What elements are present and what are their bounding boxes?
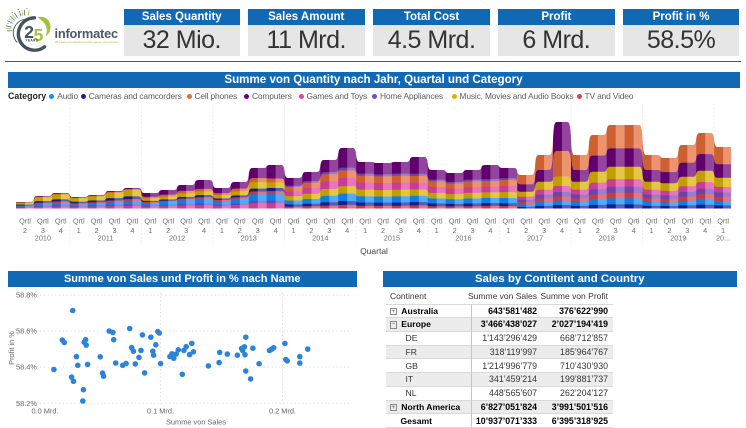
svg-text:0.1 Mrd.: 0.1 Mrd. [147,407,174,416]
svg-text:0.0 Mrd.: 0.0 Mrd. [31,407,58,416]
svg-text:0.2 Mrd.: 0.2 Mrd. [269,407,296,416]
svg-text:Summe von Sales: Summe von Sales [166,418,226,427]
svg-text:58.6%: 58.6% [16,327,37,336]
svg-text:Profit in %: Profit in % [7,331,16,365]
svg-text:58.8%: 58.8% [16,291,37,300]
svg-text:58.4%: 58.4% [16,363,37,372]
